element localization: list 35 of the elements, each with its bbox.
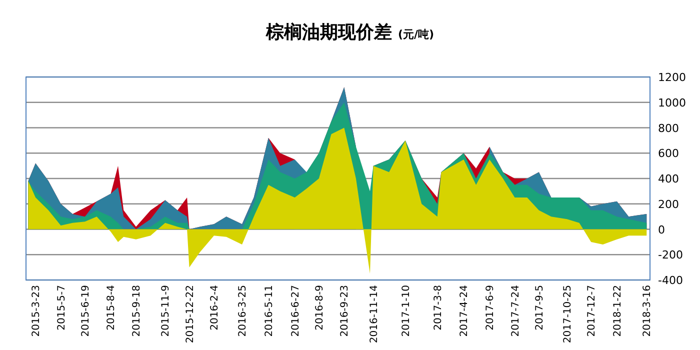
x-tick-label: 2015-6-19 — [80, 285, 92, 337]
y-tick-label: 800 — [658, 122, 679, 135]
y-tick-label: 1000 — [658, 96, 686, 110]
y-tick-label: 200 — [658, 198, 679, 211]
x-tick-label: 2016-9-23 — [340, 285, 351, 337]
x-tick-label: 2017-3-8 — [432, 285, 444, 330]
x-tick-label: 2016-5-11 — [264, 285, 275, 337]
y-tick-label: 1200 — [658, 71, 686, 84]
x-tick-label: 2017-7-24 — [510, 285, 522, 337]
x-tick-label: 2016-2-4 — [209, 285, 220, 330]
x-tick-label: 2018-3-16 — [642, 285, 654, 337]
y-tick-label: 600 — [658, 147, 679, 160]
x-tick-label: 2017-1-10 — [400, 285, 412, 337]
x-tick-label: 2016-6-27 — [290, 285, 302, 337]
x-tick-label: 2015-11-9 — [160, 285, 172, 337]
y-tick-label: 400 — [658, 172, 679, 186]
chart-subtitle: (元/吨) — [398, 28, 434, 41]
x-tick-label: 2015-5-7 — [56, 285, 68, 330]
y-tick-label: -200 — [658, 248, 683, 262]
x-tick-label: 2015-9-18 — [131, 285, 142, 337]
x-tick-label: 2017-6-9 — [485, 285, 496, 330]
y-tick-label: 0 — [658, 223, 665, 236]
x-tick-label: 2016-8-9 — [314, 285, 326, 330]
x-tick-label: 2017-4-24 — [459, 285, 470, 337]
x-tick-label: 2015-8-4 — [106, 285, 118, 330]
x-tick-label: 2016-11-14 — [368, 285, 380, 344]
chart-title: 棕榈油期现价差 — [264, 22, 392, 43]
x-tick-label: 2017-12-7 — [586, 285, 598, 337]
x-tick-label: 2017-10-25 — [562, 285, 574, 344]
x-tick-label: 2016-3-25 — [238, 285, 249, 337]
y-tick-label: -400 — [658, 274, 683, 287]
x-tick-label: 2015-3-23 — [31, 285, 42, 337]
x-tick-label: 2018-1-22 — [612, 285, 624, 337]
x-tick-label: 2017-9-5 — [534, 285, 546, 330]
x-tick-label: 2015-12-22 — [184, 285, 196, 344]
